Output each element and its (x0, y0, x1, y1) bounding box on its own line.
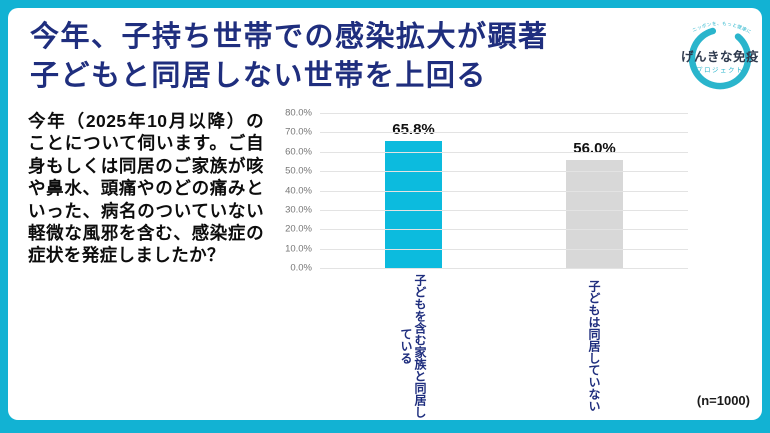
gridline (320, 268, 688, 269)
bar-value-label: 56.0% (573, 139, 616, 157)
x-axis-labels: 子どもを含む家族と同居している 子どもは同居していない (320, 274, 688, 420)
y-tick-label: 50.0% (285, 165, 312, 177)
y-tick-label: 60.0% (285, 146, 312, 158)
x-label-children-household: 子どもを含む家族と同居している (399, 274, 427, 418)
title-line-1: 今年、子持ち世帯での感染拡大が顕著 (30, 21, 549, 53)
gridline (320, 229, 688, 231)
y-tick-label: 10.0% (285, 243, 312, 255)
sample-size-note: (n=1000) (696, 393, 750, 408)
gridline (320, 190, 688, 192)
bar-no-children-household: 56.0% (566, 140, 623, 268)
gridline (320, 132, 688, 134)
gridline (320, 248, 688, 250)
title-line-2: 子どもと同居しない世帯を上回る (30, 60, 487, 92)
bar-value-label: 65.8% (392, 120, 435, 138)
gridline (320, 151, 688, 153)
y-tick-label: 80.0% (285, 107, 312, 119)
page-title: 今年、子持ち世帯での感染拡大が顕著 子どもと同居しない世帯を上回る (30, 18, 549, 96)
logo-subname: プロジェクト (696, 66, 744, 74)
plot-area: 65.8% 56.0% (320, 113, 688, 269)
y-axis: 0.0% 10.0% 20.0% 30.0% 40.0% 50.0% 60.0% 70.0% 8… (268, 108, 312, 274)
gridline (320, 113, 688, 114)
y-tick-label: 0.0% (290, 262, 312, 274)
bar-fill (385, 140, 442, 268)
logo-tagline: ニッポンを、もっと健康に。 (678, 5, 752, 36)
gridline (320, 209, 688, 211)
gridline (320, 171, 688, 173)
svg-text:ニッポンを、もっと健康に。: ニッポンを、もっと健康に。 (680, 9, 752, 36)
logo-name: げんきな免疫 (681, 49, 759, 64)
content-panel: 今年、子持ち世帯での感染拡大が顕著 子どもと同居しない世帯を上回る ニッポンを、も… (8, 5, 762, 423)
brand-logo: ニッポンを、もっと健康に。 げんきな免疫 プロジェクト (678, 5, 760, 97)
shield-swoosh-icon: ニッポンを、もっと健康に。 げんきな免疫 プロジェクト (678, 5, 759, 90)
y-tick-label: 30.0% (285, 204, 312, 216)
y-tick-label: 40.0% (285, 185, 312, 196)
bar-chart: 0.0% 10.0% 20.0% 30.0% 40.0% 50.0% 60.0% 70.0% 8… (268, 105, 728, 423)
x-label-no-children-household: 子どもは同居していない (587, 280, 601, 412)
y-tick-label: 70.0% (285, 126, 312, 138)
survey-question-text: 今年（2025年10月以降）のことについて伺います。ご自身もしくは同居のご家族が… (28, 111, 264, 266)
bar-fill (566, 159, 623, 268)
y-tick-label: 20.0% (285, 223, 312, 235)
